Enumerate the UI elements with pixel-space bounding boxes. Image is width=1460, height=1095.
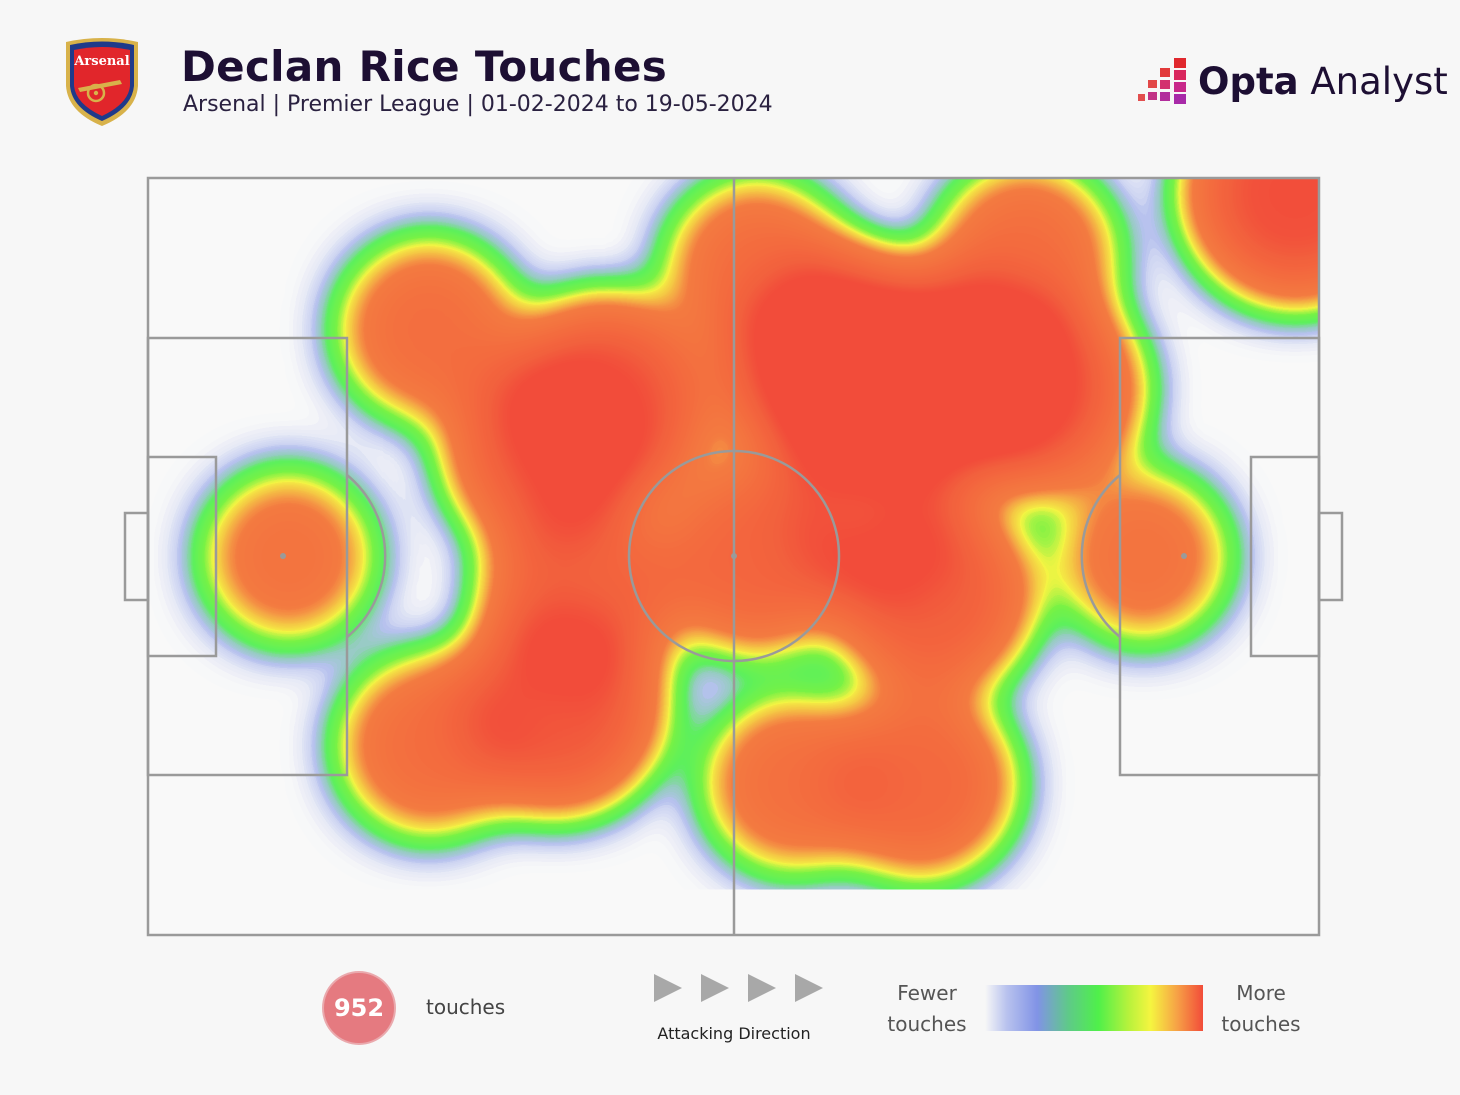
right-penalty-arc [1080,474,1121,638]
heatmap-hotspot-19 [1063,476,1224,637]
attacking-direction-label: Attacking Direction [657,1024,811,1043]
page-subtitle: Arsenal | Premier League | 01-02-2024 to… [183,92,773,117]
heatmap-hotspot-6 [452,356,641,545]
heatmap-hotspot-18 [208,476,369,637]
left-penalty-arc [346,474,387,638]
right-goal [1317,511,1344,602]
arsenal-crest-icon: Arsenal [66,38,138,126]
page-title: Declan Rice Touches [181,42,668,91]
legend-fewer-label: Fewer touches [887,981,967,1036]
centre-spot [731,553,737,559]
brand-text: Opta Analyst [1198,60,1448,103]
legend-more-label: More touches [1221,981,1301,1036]
left-penalty-spot [280,553,286,559]
touch-count-badge: 952 [324,973,394,1043]
heatmap-hotspot-4 [941,293,1134,486]
opta-analyst-logo-icon [1138,58,1186,104]
pitch-heatmap [123,176,1344,937]
heatmap-hotspot-13 [832,695,1009,872]
touch-count-label: touches [426,995,506,1019]
crest-text: Arsenal [73,54,129,69]
heatmap-hotspot-16 [672,184,841,353]
heatmap-hotspot-9 [1193,178,1319,296]
right-penalty-spot [1181,553,1187,559]
heatmap-hotspot-14 [345,245,514,414]
left-goal [123,511,150,602]
heatmap-hotspot-15 [345,661,514,830]
legend-color-scale [985,985,1203,1031]
centre-circle [627,449,841,663]
heatmap-hotspot-12 [786,430,963,607]
attacking-direction-arrows-icon [654,974,823,1002]
heatmap-hotspot-17 [942,178,1111,338]
heatmap-hotspot-20 [710,701,875,866]
